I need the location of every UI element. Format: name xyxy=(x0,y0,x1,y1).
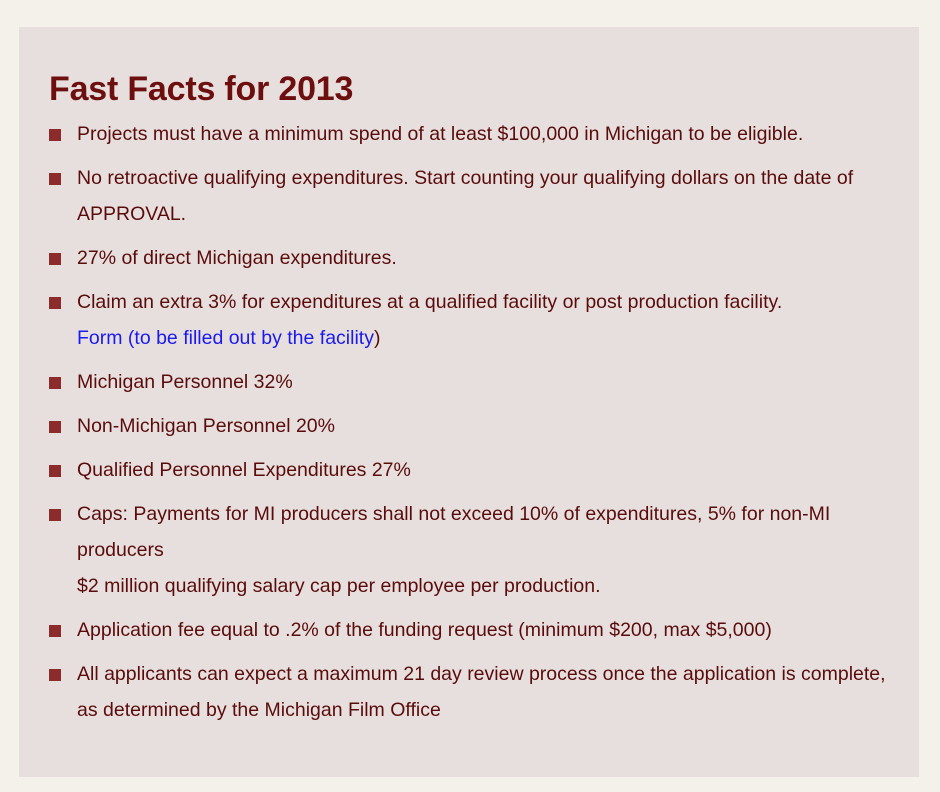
list-item: Qualified Personnel Expenditures 27% xyxy=(49,452,899,488)
list-item: All applicants can expect a maximum 21 d… xyxy=(49,656,899,728)
fact-text: 27% of direct Michigan expenditures. xyxy=(77,247,397,269)
square-bullet-icon xyxy=(49,129,61,141)
list-item: Non-Michigan Personnel 20% xyxy=(49,408,899,444)
square-bullet-icon xyxy=(49,625,61,637)
square-bullet-icon xyxy=(49,421,61,433)
fact-text: Non-Michigan Personnel 20% xyxy=(77,415,335,437)
square-bullet-icon xyxy=(49,509,61,521)
square-bullet-icon xyxy=(49,465,61,477)
facility-form-line: Form (to be filled out by the facility) xyxy=(77,320,899,356)
square-bullet-icon xyxy=(49,377,61,389)
fact-text: Caps: Payments for MI producers shall no… xyxy=(77,503,831,561)
square-bullet-icon xyxy=(49,173,61,185)
list-item: Caps: Payments for MI producers shall no… xyxy=(49,496,899,604)
list-item: Claim an extra 3% for expenditures at a … xyxy=(49,284,899,356)
list-item: No retroactive qualifying expenditures. … xyxy=(49,160,899,232)
fact-text: Michigan Personnel 32% xyxy=(77,371,293,393)
fast-facts-panel: Fast Facts for 2013 Projects must have a… xyxy=(19,27,919,777)
fact-text: All applicants can expect a maximum 21 d… xyxy=(77,663,886,721)
fact-extra-text: $2 million qualifying salary cap per emp… xyxy=(77,575,601,597)
square-bullet-icon xyxy=(49,253,61,265)
fast-facts-list: Projects must have a minimum spend of at… xyxy=(49,116,899,728)
facility-form-suffix: ) xyxy=(373,327,381,349)
square-bullet-icon xyxy=(49,669,61,681)
list-item: Michigan Personnel 32% xyxy=(49,364,899,400)
facility-form-link[interactable]: Form (to be filled out by the facility xyxy=(77,327,374,349)
list-item: Application fee equal to .2% of the fund… xyxy=(49,612,899,648)
list-item: 27% of direct Michigan expenditures. xyxy=(49,240,899,276)
fact-text: No retroactive qualifying expenditures. … xyxy=(77,167,854,225)
fact-text: Qualified Personnel Expenditures 27% xyxy=(77,459,411,481)
square-bullet-icon xyxy=(49,297,61,309)
page-title: Fast Facts for 2013 xyxy=(49,70,354,108)
fact-text: Projects must have a minimum spend of at… xyxy=(77,123,804,145)
list-item: Projects must have a minimum spend of at… xyxy=(49,116,899,152)
fact-text: Claim an extra 3% for expenditures at a … xyxy=(77,291,783,313)
fact-text: Application fee equal to .2% of the fund… xyxy=(77,619,772,641)
